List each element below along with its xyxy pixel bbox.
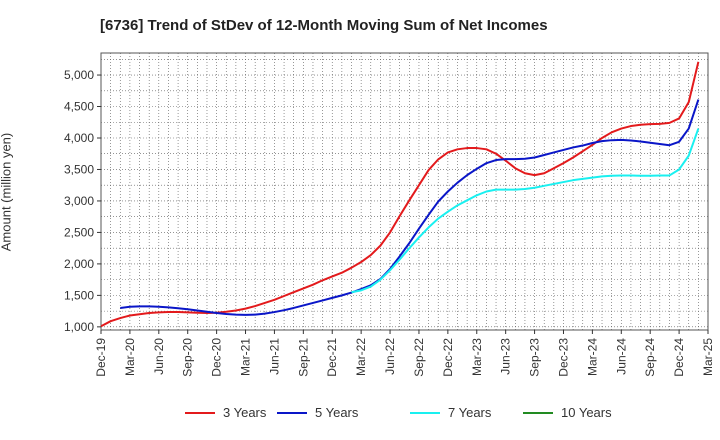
y-tick-label: 3,500 [64,162,94,176]
series-line-5-years [120,99,700,316]
x-tick-label: Jun-21 [267,338,281,375]
legend-swatch [523,411,553,414]
x-tick-label: Sep-22 [412,338,426,377]
x-tick-label: Mar-22 [354,338,368,376]
x-tick-label: Jun-22 [383,338,397,375]
legend-item: 5 Years [277,405,358,420]
legend-label: 10 Years [561,405,612,420]
x-tick-label: Mar-23 [470,338,484,376]
x-tick-label: Jun-23 [499,338,513,375]
x-tick-label: Mar-24 [585,338,599,376]
x-tick-label: Jun-20 [152,338,166,375]
x-tick-label: Sep-20 [181,338,195,377]
x-tick-label: Sep-24 [643,338,657,377]
legend-item: 10 Years [523,405,612,420]
x-tick-label: Mar-25 [701,338,715,376]
series-line-3-years [100,61,700,328]
plot-area [101,53,708,330]
x-tick-label: Jun-24 [614,338,628,375]
legend-swatch [185,411,215,414]
y-tick-label: 3,000 [64,194,94,208]
legend-item: 3 Years [185,405,266,420]
x-tick-label: Dec-23 [556,338,570,377]
legend-swatch [277,411,307,414]
series-line-7-years [351,128,700,294]
y-tick-label: 1,000 [64,320,94,334]
legend-item: 7 Years [410,405,491,420]
chart-title: [6736] Trend of StDev of 12-Month Moving… [100,17,548,34]
y-tick-label: 4,500 [64,100,94,114]
legend-label: 5 Years [315,405,359,420]
legend-label: 3 Years [223,405,267,420]
x-tick-label: Mar-20 [123,338,137,376]
legend-label: 7 Years [448,405,492,420]
x-tick-label: Dec-22 [441,338,455,377]
x-tick-label: Sep-23 [528,338,542,377]
y-tick-label: 1,500 [64,288,94,302]
legend-swatch [410,411,440,414]
x-tick-label: Dec-21 [325,338,339,377]
x-tick-label: Dec-24 [672,338,686,377]
y-tick-label: 5,000 [64,68,94,82]
plot-border [100,52,709,331]
x-tick-label: Dec-19 [94,338,108,377]
chart-legend: 3 Years 5 Years 7 Years 10 Years [0,405,720,425]
x-tick-label: Dec-20 [210,338,224,377]
y-tick-label: 4,000 [64,131,94,145]
y-tick-label: 2,000 [64,257,94,271]
y-tick-label: 2,500 [64,225,94,239]
x-tick-label: Mar-21 [239,338,253,376]
x-tick-label: Sep-21 [296,338,310,377]
